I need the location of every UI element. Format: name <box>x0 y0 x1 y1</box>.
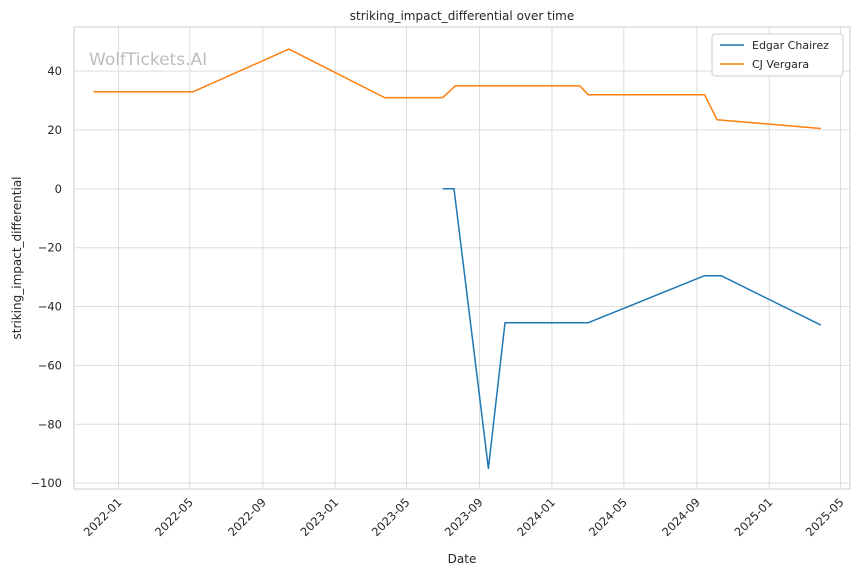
y-tick-labels: 40 20 0 −20 −40 −60 −80 −100 <box>30 64 62 490</box>
series-layer <box>93 48 822 470</box>
series-line-cj-vergara <box>93 48 821 130</box>
x-tick-label: 2025-05 <box>803 495 847 539</box>
y-axis-label: striking_impact_differential <box>10 176 24 339</box>
x-tick-label: 2023-09 <box>442 495 486 539</box>
x-tick-label: 2022-09 <box>225 495 269 539</box>
plot-frame <box>73 26 851 490</box>
legend-label: CJ Vergara <box>752 58 809 71</box>
x-tick-label: 2023-01 <box>297 495 341 539</box>
y-tick-label: 0 <box>55 182 62 196</box>
legend: Edgar Chairez CJ Vergara <box>711 33 844 77</box>
x-tick-label: 2025-01 <box>731 495 775 539</box>
x-tick-label: 2024-09 <box>659 495 703 539</box>
x-tick-label: 2022-05 <box>152 495 196 539</box>
legend-box <box>711 33 844 77</box>
x-tick-labels: 2022-01 2022-05 2022-09 2023-01 2023-05 2023-… <box>81 495 847 539</box>
series-line-edgar-chairez <box>442 188 822 470</box>
y-tick-label: 20 <box>47 123 62 137</box>
y-tick-label: −20 <box>38 241 62 255</box>
x-tick-label: 2022-01 <box>81 495 125 539</box>
y-tick-label: −60 <box>38 358 62 372</box>
legend-label: Edgar Chairez <box>752 39 829 52</box>
y-tick-label: −80 <box>38 417 62 431</box>
y-tick-label: −40 <box>38 300 62 314</box>
x-tick-label: 2024-01 <box>514 495 558 539</box>
y-tick-label: −100 <box>30 476 62 490</box>
watermark: WolfTickets.AI <box>89 50 207 70</box>
y-tick-label: 40 <box>47 64 62 78</box>
x-tick-label: 2023-05 <box>369 495 413 539</box>
x-axis-label: Date <box>448 552 477 566</box>
chart-title: striking_impact_differential over time <box>350 9 575 23</box>
x-tick-label: 2024-05 <box>586 495 630 539</box>
